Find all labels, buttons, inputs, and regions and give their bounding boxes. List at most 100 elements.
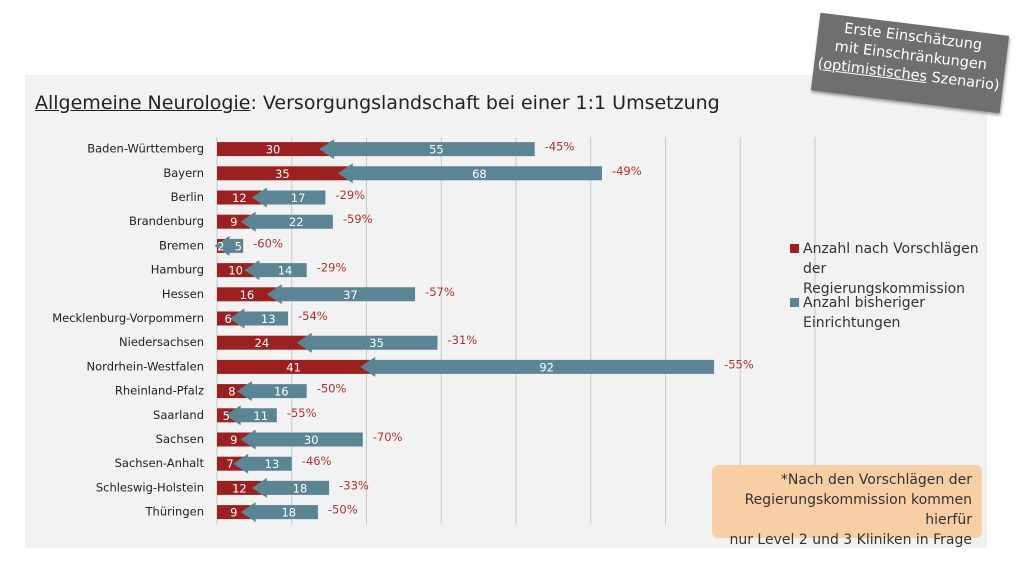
data-label: 24 — [255, 336, 270, 350]
change-label: -70% — [373, 430, 403, 444]
change-label: -60% — [253, 236, 283, 250]
change-label: -59% — [343, 212, 373, 226]
data-label: 11 — [253, 409, 268, 423]
y-tick-label: Brandenburg — [129, 214, 204, 228]
bar-segment-arrow — [251, 477, 330, 498]
y-tick-label: Sachsen-Anhalt — [115, 456, 205, 470]
change-label: -29% — [335, 188, 365, 202]
bar-segment-arrow — [319, 139, 535, 160]
data-label: 13 — [265, 457, 280, 471]
bar-segment — [217, 263, 255, 278]
title-rest: : Versorgungslandschaft bei einer 1:1 Um… — [250, 92, 720, 114]
legend-label: Anzahl bisheriger Einrichtungen — [803, 295, 926, 331]
y-tick-label: Hessen — [162, 287, 204, 301]
y-tick-label: Thüringen — [145, 505, 204, 519]
bar-segment — [217, 359, 371, 374]
chart-title: Allgemeine Neurologie: Versorgungslandsc… — [35, 92, 720, 114]
bar-segment-arrow — [240, 211, 333, 232]
bar-segment — [217, 311, 240, 326]
change-label: -29% — [317, 261, 347, 275]
y-tick-label: Baden-Württemberg — [87, 142, 204, 156]
data-label: 7 — [226, 457, 233, 471]
data-label: 5 — [235, 239, 242, 253]
data-label: 14 — [278, 264, 293, 278]
legend-swatch — [790, 298, 799, 307]
bar-segment-arrow — [214, 235, 244, 256]
y-tick-label: Niedersachsen — [119, 335, 204, 349]
data-label: 9 — [230, 215, 237, 229]
legend-swatch — [790, 244, 799, 253]
change-label: -49% — [612, 164, 642, 178]
change-label: -31% — [448, 333, 478, 347]
change-label: -33% — [339, 478, 369, 492]
bar-segment-arrow — [360, 356, 715, 377]
y-tick-label: Bremen — [159, 238, 204, 252]
title-main: Allgemeine Neurologie — [35, 92, 251, 114]
data-label: 12 — [232, 481, 247, 495]
bar-segment — [217, 142, 330, 157]
change-label: -55% — [724, 357, 754, 371]
bar-segment-arrow — [240, 502, 318, 523]
data-label: 5 — [223, 409, 230, 423]
data-label: 17 — [291, 191, 306, 205]
bar-segment-arrow — [225, 405, 277, 426]
data-label: 6 — [225, 312, 232, 326]
legend-label: Anzahl nach Vorschlägen der Regierungsko… — [803, 241, 979, 297]
bar-segment-arrow — [229, 308, 289, 329]
y-tick-label: Sachsen — [156, 432, 204, 446]
bar-segment — [217, 287, 277, 302]
data-label: 13 — [261, 312, 276, 326]
y-tick-label: Saarland — [153, 408, 204, 422]
data-label: 9 — [230, 506, 237, 520]
y-tick-label: Hamburg — [151, 263, 204, 277]
data-label: 16 — [274, 385, 289, 399]
change-label: -45% — [545, 140, 575, 154]
data-label: 55 — [429, 143, 444, 157]
bar-segment — [217, 166, 348, 181]
y-tick-label: Berlin — [171, 190, 204, 204]
bar-segment-arrow — [244, 260, 307, 281]
data-label: 10 — [228, 264, 243, 278]
data-label: 37 — [343, 288, 358, 302]
bar-segment — [217, 456, 244, 471]
bar-segment-arrow — [251, 187, 326, 208]
data-label: 8 — [228, 385, 235, 399]
note-line: Regierungskommission kommen hierfür — [744, 492, 972, 528]
change-label: -54% — [298, 309, 328, 323]
change-label: -46% — [302, 454, 332, 468]
y-tick-label: Nordrhein-Westfalen — [87, 359, 204, 373]
bar-segment — [217, 505, 251, 520]
y-tick-label: Schleswig-Holstein — [96, 480, 204, 494]
change-label: -50% — [317, 382, 347, 396]
bar-segment-arrow — [236, 381, 307, 402]
bar-segment — [217, 480, 262, 495]
change-label: -55% — [287, 406, 317, 420]
bar-segment-arrow — [337, 163, 602, 184]
data-label: 18 — [281, 506, 296, 520]
bar-segment-arrow — [233, 453, 292, 474]
data-label: 92 — [539, 360, 554, 374]
data-label: 30 — [266, 143, 281, 157]
change-label: -50% — [328, 503, 358, 517]
data-label: 30 — [304, 433, 319, 447]
bar-segment — [217, 214, 251, 229]
y-tick-label: Mecklenburg-Vorpommern — [52, 311, 204, 325]
legend-item: Anzahl nach Vorschlägen der Regierungsko… — [790, 239, 985, 299]
bar-segment-arrow — [266, 284, 416, 305]
data-label: 12 — [232, 191, 247, 205]
change-label: -57% — [425, 285, 455, 299]
note-line: *Nach den Vorschlägen der — [780, 472, 972, 488]
bar-segment — [217, 335, 307, 350]
bar-segment — [217, 432, 251, 447]
data-label: 41 — [286, 360, 301, 374]
data-label: 35 — [369, 336, 384, 350]
legend-item: Anzahl bisheriger Einrichtungen — [790, 293, 985, 333]
bar-segment — [217, 384, 247, 399]
data-label: 18 — [293, 481, 308, 495]
bar-segment-arrow — [240, 429, 363, 450]
bar-segment-arrow — [296, 332, 438, 353]
data-label: 68 — [472, 167, 487, 181]
data-label: 22 — [289, 215, 304, 229]
